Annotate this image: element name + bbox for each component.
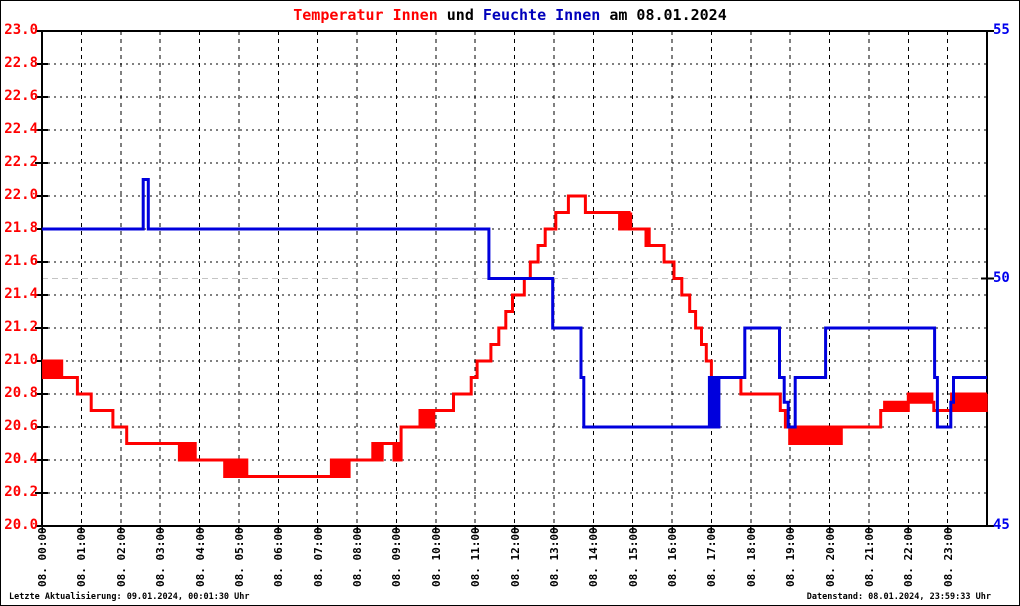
left-axis-tick-label: 23.0 — [4, 22, 38, 38]
left-axis-tick-label: 20.6 — [4, 418, 38, 434]
x-axis-tick-label: 08. 13:00 — [547, 527, 561, 587]
left-axis-tick-label: 21.4 — [4, 286, 38, 302]
x-axis-tick-label: 08. 00:00 — [36, 527, 49, 587]
chart-title-joiner: und — [437, 6, 483, 24]
x-axis-tick-label: 08. 10:00 — [429, 527, 443, 587]
left-axis-tick-label: 22.4 — [4, 121, 38, 137]
x-axis-tick-label: 08. 04:00 — [193, 527, 207, 587]
left-axis-tick-label: 20.8 — [4, 385, 38, 401]
plot-border — [41, 30, 988, 527]
x-axis-tick-label: 08. 18:00 — [744, 527, 758, 587]
x-axis-tick-label: 08. 12:00 — [508, 527, 522, 587]
right-axis-tick-label: 50 — [993, 269, 1010, 286]
x-axis-tick-label: 08. 17:00 — [705, 527, 719, 587]
x-axis-tick-label: 08. 07:00 — [311, 527, 325, 587]
chart-title-temperature: Temperatur Innen — [293, 6, 438, 24]
chart-title-humidity: Feuchte Innen — [482, 6, 601, 24]
x-axis-tick-label: 08. 23:00 — [941, 527, 955, 587]
x-axis-tick-label: 08. 01:00 — [75, 527, 89, 587]
x-axis-tick-label: 08. 08:00 — [351, 527, 364, 587]
left-axis-tick-label: 22.8 — [4, 55, 38, 71]
x-axis-tick-label: 08. 22:00 — [902, 527, 916, 587]
x-axis-tick-label: 08. 11:00 — [469, 527, 483, 587]
x-axis-tick-label: 08. 20:00 — [823, 527, 837, 587]
last-update-text: Letzte Aktualisierung: 09.01.2024, 00:01… — [9, 592, 250, 602]
humidity-series-line — [42, 178, 987, 429]
x-axis-tick-label: 08. 14:00 — [587, 527, 601, 587]
x-axis-tick-label: 08. 03:00 — [154, 527, 168, 587]
x-axis-tick-label: 08. 02:00 — [114, 527, 128, 587]
left-axis-tick-label: 22.2 — [4, 154, 38, 170]
left-axis-tick-label: 22.6 — [4, 88, 38, 104]
x-axis-tick-label: 08. 09:00 — [390, 527, 404, 587]
left-axis-tick-label: 21.2 — [4, 319, 38, 335]
data-state-text: Datenstand: 08.01.2024, 23:59:33 Uhr — [806, 592, 991, 602]
left-axis-tick-label: 21.6 — [4, 253, 38, 269]
left-axis-tick-label: 21.8 — [4, 220, 38, 236]
chart-title: Temperatur Innen und Feuchte Innen am 08… — [1, 6, 1019, 24]
right-axis-tick-label: 55 — [993, 22, 1010, 38]
x-axis-tick-label: 08. 06:00 — [272, 527, 286, 587]
x-axis-tick-label: 08. 19:00 — [784, 527, 798, 587]
x-axis-tick-label: 08. 21:00 — [862, 527, 876, 587]
left-axis-tick-label: 20.4 — [4, 451, 38, 467]
left-axis-tick-label: 21.0 — [4, 352, 38, 368]
temperature-series-line — [42, 194, 988, 478]
x-axis-tick-label: 08. 16:00 — [666, 527, 679, 587]
chart-title-date: am 08.01.2024 — [600, 6, 727, 24]
right-axis-tick-label: 45 — [993, 517, 1010, 533]
left-axis-tick-label: 22.0 — [4, 187, 38, 203]
x-axis-tick-label: 08. 15:00 — [626, 527, 640, 587]
x-axis-tick-label: 08. 05:00 — [232, 527, 246, 587]
left-axis-tick-label: 20.2 — [4, 484, 38, 500]
left-axis-tick-label: 20.0 — [4, 517, 38, 533]
